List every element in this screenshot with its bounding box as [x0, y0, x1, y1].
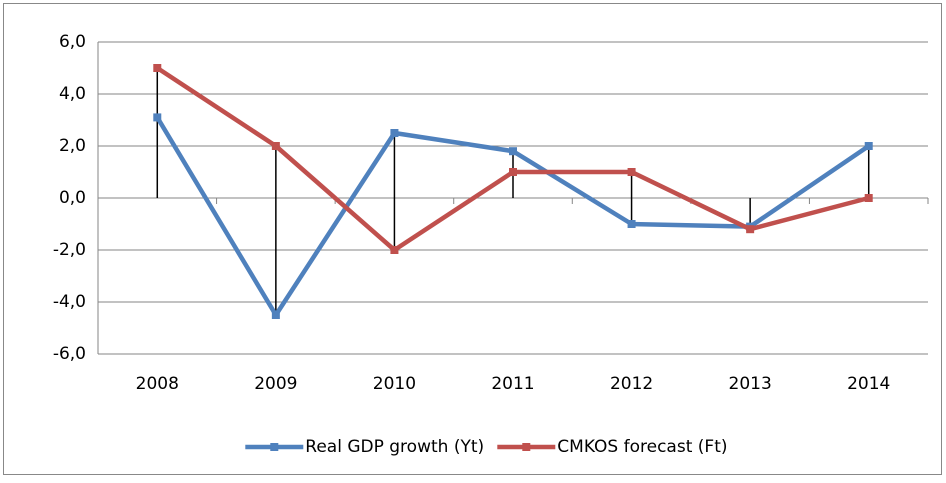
- point-marker: [746, 225, 755, 234]
- y-tick-label: 4,0: [59, 84, 86, 104]
- legend-label: CMKOS forecast (Ft): [557, 437, 727, 457]
- point-marker: [627, 220, 636, 228]
- point-marker: [390, 129, 399, 137]
- y-tick-label: -4,0: [53, 292, 86, 312]
- x-tick-label: 2009: [254, 374, 297, 394]
- chart-frame: [3, 3, 942, 475]
- point-marker: [864, 194, 873, 202]
- y-tick-label: -6,0: [53, 344, 86, 364]
- y-tick-label: 0,0: [59, 188, 86, 208]
- point-marker: [627, 168, 636, 176]
- y-tick-label: 2,0: [59, 136, 86, 156]
- x-tick-label: 2010: [373, 374, 416, 394]
- point-marker: [153, 113, 162, 122]
- legend-marker: [522, 443, 531, 451]
- point-marker: [864, 142, 873, 150]
- point-marker: [153, 64, 162, 72]
- legend-marker: [270, 443, 279, 451]
- point-marker: [509, 168, 517, 176]
- x-tick-label: 2008: [136, 374, 179, 394]
- y-tick-label: 6,0: [59, 32, 86, 52]
- x-tick-label: 2011: [491, 374, 534, 394]
- x-tick-label: 2014: [847, 374, 890, 394]
- legend-label: Real GDP growth (Yt): [305, 437, 484, 457]
- x-tick-label: 2013: [729, 374, 772, 394]
- x-tick-label: 2012: [610, 374, 653, 394]
- point-marker: [271, 311, 280, 319]
- y-tick-label: -2,0: [53, 240, 86, 260]
- point-marker: [390, 246, 399, 254]
- point-marker: [271, 142, 280, 150]
- point-marker: [509, 147, 517, 156]
